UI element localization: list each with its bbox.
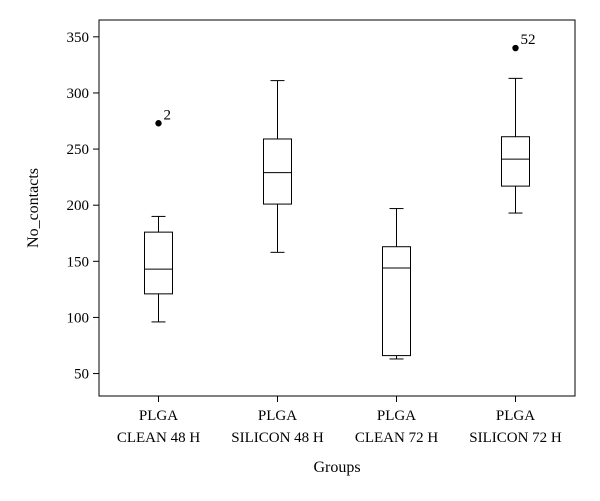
box-iqr: [144, 231, 173, 295]
y-tick-label: 200: [67, 198, 90, 214]
y-axis: 50 100 150 200 250 300 350: [67, 30, 99, 383]
outlier-label: 2: [164, 107, 172, 123]
outlier-label: 52: [521, 32, 536, 48]
x-tick-label: SILICON 48 H: [231, 430, 324, 446]
boxes: 2 52: [144, 32, 536, 360]
outlier-point: [512, 44, 519, 52]
x-tick-label: PLGA: [377, 408, 416, 424]
box-group: 2: [144, 107, 173, 323]
x-tick-label: SILICON 72 H: [469, 430, 562, 446]
x-tick-label: PLGA: [258, 408, 297, 424]
x-tick-label: CLEAN 48 H: [117, 430, 200, 446]
x-axis: PLGA CLEAN 48 H PLGA SILICON 48 H PLGA CLEAN …: [117, 396, 562, 446]
plot-frame: [98, 19, 576, 397]
y-tick-label: 50: [74, 367, 89, 383]
y-tick-label: 350: [67, 30, 90, 46]
x-axis-label: Groups: [313, 459, 360, 476]
box-iqr: [382, 246, 411, 357]
outlier-point: [155, 120, 162, 127]
y-tick-label: 100: [67, 310, 90, 326]
box-group: 52: [501, 32, 536, 214]
x-tick-label: PLGA: [139, 408, 178, 424]
y-tick-label: 250: [67, 142, 90, 158]
box-group: [263, 80, 292, 253]
x-tick-label: CLEAN 72 H: [355, 430, 438, 446]
y-axis-label: No_contacts: [25, 168, 42, 248]
y-tick-label: 300: [67, 86, 90, 102]
y-tick-label: 150: [67, 254, 90, 270]
box-iqr: [501, 136, 530, 187]
x-tick-label: PLGA: [496, 408, 535, 424]
box-iqr: [263, 138, 292, 205]
box-group: [382, 208, 411, 360]
